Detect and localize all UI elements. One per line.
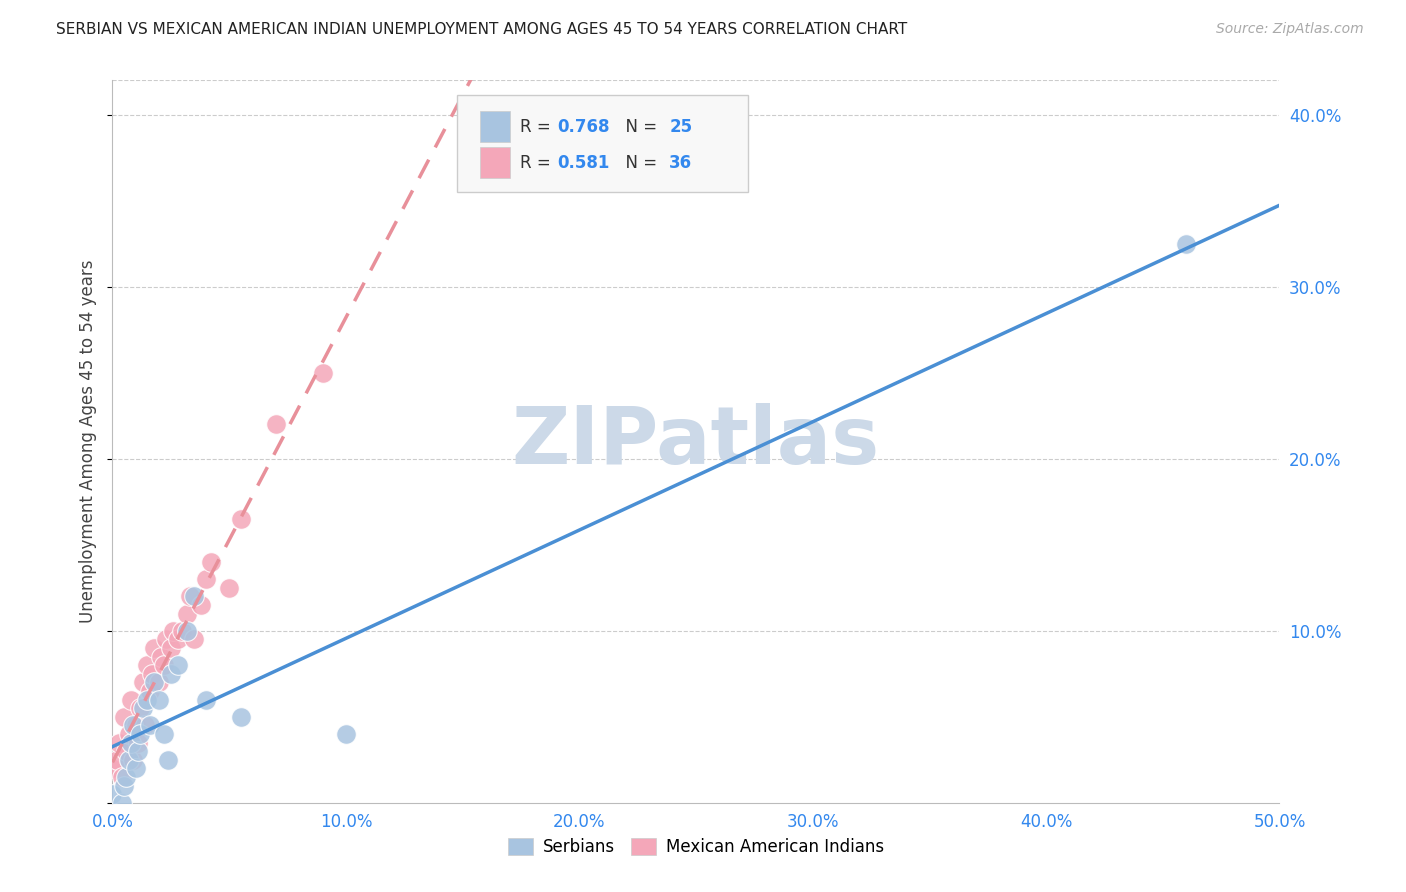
Text: 0.768: 0.768 [557, 118, 610, 136]
Point [122, 753, 145, 767]
Point [194, 692, 217, 706]
Point [229, 512, 252, 526]
Point [134, 718, 156, 732]
Point [129, 727, 152, 741]
Text: Source: ZipAtlas.com: Source: ZipAtlas.com [1216, 22, 1364, 37]
Point [101, 787, 124, 801]
Point [162, 624, 184, 638]
Point [190, 598, 212, 612]
Point [179, 590, 201, 604]
Point [176, 624, 198, 638]
Point [148, 692, 170, 706]
Point [166, 658, 188, 673]
Point [125, 761, 148, 775]
Point [112, 779, 135, 793]
Point [118, 727, 141, 741]
FancyBboxPatch shape [479, 147, 510, 178]
Point [172, 624, 194, 638]
Text: 36: 36 [669, 153, 692, 171]
Point [108, 735, 131, 749]
Point [153, 727, 176, 741]
Point [141, 666, 163, 681]
Point [105, 753, 128, 767]
Point [143, 675, 166, 690]
Point [183, 590, 205, 604]
Point [101, 761, 124, 775]
Text: SERBIAN VS MEXICAN AMERICAN INDIAN UNEMPLOYMENT AMONG AGES 45 TO 54 YEARS CORREL: SERBIAN VS MEXICAN AMERICAN INDIAN UNEMP… [56, 22, 907, 37]
Point [122, 718, 145, 732]
Point [120, 692, 142, 706]
Point [157, 753, 180, 767]
FancyBboxPatch shape [457, 95, 748, 193]
Text: 25: 25 [669, 118, 692, 136]
Text: R =: R = [520, 153, 555, 171]
Point [194, 572, 217, 586]
Point [264, 417, 287, 432]
Point [335, 727, 357, 741]
Point [112, 710, 135, 724]
Legend: Serbians, Mexican American Indians: Serbians, Mexican American Indians [501, 831, 891, 863]
Point [153, 658, 176, 673]
Point [176, 607, 198, 621]
Text: N =: N = [616, 118, 662, 136]
Point [132, 701, 155, 715]
Point [115, 770, 138, 784]
Point [155, 632, 177, 647]
Text: N =: N = [616, 153, 662, 171]
Point [127, 735, 149, 749]
Point [129, 701, 152, 715]
Point [166, 632, 188, 647]
Point [311, 366, 333, 380]
Point [136, 692, 159, 706]
Point [160, 666, 183, 681]
Point [115, 744, 138, 758]
Point [1175, 236, 1198, 251]
Point [136, 658, 159, 673]
Text: 0.581: 0.581 [557, 153, 609, 171]
Point [160, 640, 183, 655]
Y-axis label: Unemployment Among Ages 45 to 54 years: Unemployment Among Ages 45 to 54 years [79, 260, 97, 624]
Point [150, 649, 173, 664]
Point [218, 581, 240, 595]
Text: R =: R = [520, 118, 555, 136]
Point [148, 675, 170, 690]
Text: ZIPatlas: ZIPatlas [512, 402, 880, 481]
Point [139, 718, 162, 732]
Point [125, 718, 148, 732]
Point [118, 753, 141, 767]
Point [111, 770, 134, 784]
Point [229, 710, 252, 724]
Point [200, 555, 222, 569]
Point [183, 632, 205, 647]
Point [143, 640, 166, 655]
Point [139, 684, 162, 698]
Point [111, 796, 134, 810]
FancyBboxPatch shape [479, 112, 510, 142]
Point [127, 744, 149, 758]
Point [120, 735, 142, 749]
Point [132, 675, 155, 690]
